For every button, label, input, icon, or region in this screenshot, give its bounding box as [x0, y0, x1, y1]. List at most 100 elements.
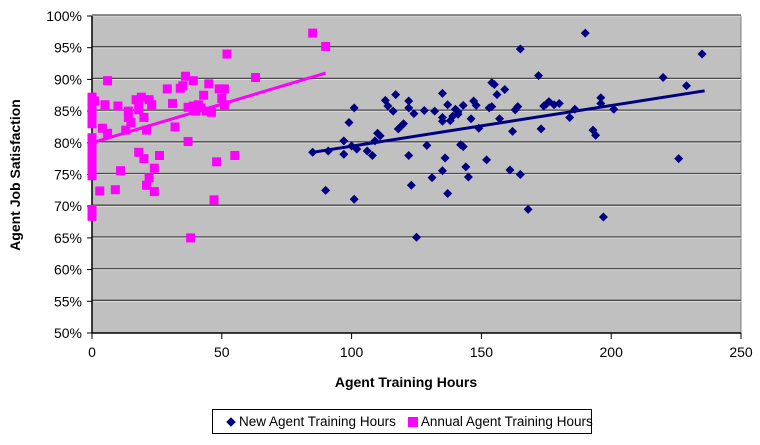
data-point-square: [123, 106, 133, 116]
x-tick-label: 200: [600, 344, 624, 360]
data-point-square: [183, 137, 193, 147]
legend-label: New Agent Training Hours: [239, 414, 396, 429]
data-point-square: [149, 163, 159, 173]
data-point-square: [209, 195, 219, 205]
data-point-diamond: [419, 105, 429, 115]
data-point-square: [95, 186, 105, 196]
data-point-square: [204, 79, 214, 89]
data-point-diamond: [391, 90, 401, 100]
y-tick-label: 80%: [54, 135, 82, 151]
data-point-diamond: [437, 88, 447, 98]
data-point-square: [199, 90, 209, 100]
data-point-square: [251, 72, 261, 82]
data-point-diamond: [349, 103, 359, 113]
data-point-square: [188, 76, 198, 86]
x-tick-label: 250: [729, 344, 753, 360]
data-point-diamond: [427, 173, 437, 183]
x-axis: 0 50 100 150 200 250: [88, 332, 753, 360]
data-point-diamond: [492, 90, 502, 100]
data-point-square: [196, 103, 206, 113]
y-tick-label: 95%: [54, 40, 82, 56]
legend-item-annual: Annual Agent Training Hours: [407, 414, 593, 429]
data-point-square: [110, 185, 120, 195]
data-point-diamond: [399, 119, 409, 129]
data-point-diamond: [349, 194, 359, 204]
data-point-diamond: [453, 109, 463, 119]
data-point-diamond: [489, 79, 499, 89]
data-point-diamond: [565, 112, 575, 122]
data-point-diamond: [508, 126, 518, 136]
data-point-diamond: [505, 165, 515, 175]
series-new-agent-training-hours: [308, 28, 707, 242]
data-point-diamond: [500, 85, 510, 95]
data-point-diamond: [523, 204, 533, 214]
data-point-square: [87, 101, 97, 111]
data-point-square: [321, 41, 331, 51]
data-point-diamond: [375, 131, 385, 141]
data-point-square: [217, 93, 227, 103]
data-point-square: [214, 84, 224, 94]
data-point-square: [154, 150, 164, 160]
y-axis: 50% 55% 60% 65% 70% 75% 80% 85% 90% 95% 100%: [46, 8, 93, 341]
data-point-square: [103, 128, 113, 138]
data-point-diamond: [440, 153, 450, 163]
data-point-diamond: [404, 96, 414, 106]
data-point-diamond: [412, 232, 421, 242]
data-point-square: [121, 125, 131, 135]
data-point-diamond: [458, 142, 468, 152]
data-point-square: [180, 71, 190, 81]
series-annual-agent-training-hours: [87, 28, 331, 243]
data-point-diamond: [437, 166, 447, 176]
data-point-diamond: [409, 109, 419, 119]
data-point-diamond: [591, 130, 601, 140]
data-point-diamond: [404, 103, 414, 113]
data-point-diamond: [443, 100, 453, 110]
x-tick-label: 150: [470, 344, 494, 360]
data-point-diamond: [536, 124, 546, 134]
data-point-square: [87, 171, 97, 181]
data-point-square: [100, 100, 110, 110]
data-point-square: [183, 102, 193, 112]
data-point-square: [116, 166, 126, 176]
data-point-diamond: [598, 212, 608, 222]
data-point-square: [134, 98, 144, 108]
data-point-square: [219, 84, 229, 94]
data-point-diamond: [339, 149, 349, 159]
data-point-diamond: [383, 101, 393, 111]
data-point-square: [206, 107, 216, 117]
data-point-square: [188, 101, 198, 111]
data-point-square: [167, 98, 177, 108]
y-tick-label: 70%: [54, 198, 82, 214]
data-point-diamond: [362, 146, 372, 156]
data-point-square: [162, 84, 172, 94]
data-point-square: [170, 122, 180, 132]
data-point-diamond: [388, 106, 398, 116]
y-tick-label: 50%: [54, 325, 82, 341]
data-point-diamond: [321, 185, 331, 195]
data-point-diamond: [482, 155, 492, 165]
data-point-square: [201, 106, 211, 116]
data-point-square: [147, 100, 157, 110]
data-point-diamond: [367, 150, 377, 160]
y-tick-label: 55%: [54, 293, 82, 309]
data-point-diamond: [463, 172, 473, 182]
data-point-diamond: [596, 93, 606, 103]
data-point-square: [87, 144, 97, 154]
data-point-square: [87, 211, 97, 221]
chart-legend: New Agent Training Hours Annual Agent Tr…: [212, 409, 593, 434]
y-tick-label: 60%: [54, 262, 82, 278]
data-point-square: [87, 107, 97, 117]
data-point-square: [90, 96, 100, 106]
data-point-square: [178, 81, 188, 91]
data-point-diamond: [344, 118, 354, 128]
data-point-square: [230, 150, 240, 160]
data-point-square: [87, 165, 97, 175]
data-point-diamond: [697, 49, 707, 59]
data-point-diamond: [674, 154, 684, 164]
data-point-diamond: [609, 104, 619, 114]
trendline-annual: [91, 71, 327, 145]
data-point-square: [222, 49, 232, 59]
data-point-square: [87, 133, 97, 143]
x-tick-label: 100: [340, 344, 364, 360]
